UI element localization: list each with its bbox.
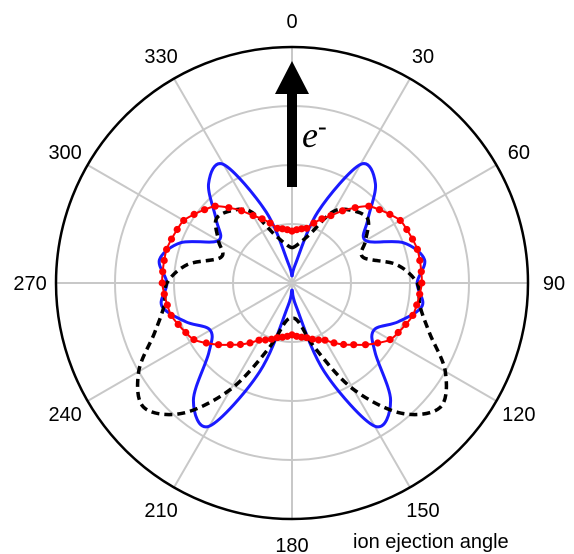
series-red-marker: [160, 290, 168, 298]
series-red-marker: [396, 216, 404, 225]
series-red-marker: [273, 334, 281, 342]
series-red-marker: [180, 216, 188, 225]
grid-spoke-120: [291, 282, 497, 402]
series-red-marker: [315, 336, 323, 344]
angle-tick-300: 300: [48, 142, 81, 164]
series-red-marker: [158, 279, 166, 287]
grid-spoke-210: [173, 282, 293, 488]
series-red-marker: [237, 207, 246, 215]
data-series: [135, 162, 449, 429]
series-red-marker: [409, 311, 417, 319]
series-red-marker: [408, 235, 417, 243]
series-red-marker: [327, 212, 335, 220]
angle-tick-90: 90: [543, 273, 565, 295]
series-red-marker: [225, 204, 233, 212]
series-red-marker: [361, 341, 370, 349]
series-red-marker: [226, 341, 234, 349]
series-red-marker: [416, 290, 424, 298]
series-red-marker: [190, 336, 198, 344]
series-red-marker: [283, 226, 291, 234]
series-red-marker: [236, 340, 244, 349]
series-red-marker: [190, 210, 198, 218]
grid-spoke-60: [291, 164, 497, 284]
series-red-marker: [365, 202, 373, 210]
series-red-marker: [201, 206, 209, 214]
angle-axis-title: ion ejection angle: [353, 531, 509, 553]
series-red-marker: [163, 301, 171, 309]
angle-tick-30: 30: [412, 46, 434, 68]
series-red-marker: [417, 268, 425, 276]
series-red-marker: [374, 339, 382, 347]
series-red-marker: [159, 268, 167, 276]
arrow-shaft: [287, 90, 297, 187]
series-red-marker: [249, 212, 257, 220]
grid-spoke-150: [291, 282, 411, 488]
series-red-marker: [310, 219, 318, 227]
series-red-marker: [266, 219, 274, 227]
series-red-marker: [182, 328, 190, 337]
series-red-marker: [261, 336, 269, 344]
angle-tick-270: 270: [13, 273, 46, 295]
series-red-marker: [321, 336, 329, 344]
series-red-marker: [246, 339, 254, 347]
series-red-marker: [394, 328, 402, 337]
grid-spoke-300: [87, 164, 293, 284]
angle-tick-60: 60: [508, 142, 530, 164]
angle-tick-180: 180: [275, 535, 308, 554]
series-red-marker: [375, 206, 383, 214]
electron-arrow: [275, 61, 309, 187]
series-red-marker: [303, 224, 311, 232]
arrow-head: [275, 61, 309, 94]
series-red-marker: [258, 215, 266, 223]
series-red-marker: [413, 301, 421, 309]
grid-spoke-330: [173, 78, 293, 284]
electron-label: e-: [302, 112, 327, 155]
series-red-marker: [167, 311, 175, 319]
series-red-marker: [211, 202, 219, 210]
series-red-marker: [214, 341, 223, 349]
angle-tick-330: 330: [144, 46, 177, 68]
series-red-marker: [318, 215, 326, 223]
series-red-marker: [418, 279, 426, 287]
series-red-marker: [330, 339, 338, 347]
series-red-marker: [308, 335, 316, 343]
series-red-marker: [351, 204, 359, 212]
series-red-marker: [163, 245, 171, 253]
series-red-marker: [173, 225, 181, 234]
outer-ring: [54, 45, 530, 521]
angle-tick-150: 150: [406, 500, 439, 522]
series-red-marker: [402, 320, 410, 328]
series-red-marker: [202, 339, 210, 347]
series-red-marker: [386, 336, 394, 344]
series-red-marker: [340, 340, 348, 349]
series-red-marker: [255, 336, 263, 344]
angle-tick-210: 210: [144, 500, 177, 522]
series-black-dashed-line: [135, 207, 449, 417]
series-red-marker: [386, 210, 394, 218]
series-red-marker: [403, 225, 411, 234]
series-red-marker: [416, 256, 424, 265]
series-red-marker: [413, 245, 421, 253]
angle-tick-120: 120: [502, 404, 535, 426]
series-red-marker: [268, 335, 276, 343]
grid-spoke-240: [87, 282, 293, 402]
grid-spoke-30: [291, 78, 411, 284]
series-red-marker: [350, 341, 358, 349]
series-red-marker: [174, 320, 182, 328]
series-red-marker: [338, 207, 347, 215]
angle-tick-labels: 0 30 60 90 120 150 180 210 240 270 300 330: [13, 11, 565, 554]
outer-circle: [54, 45, 530, 521]
series-red-marker: [167, 235, 176, 243]
angle-tick-240: 240: [48, 404, 81, 426]
angle-tick-0: 0: [286, 11, 297, 33]
series-red-marker: [160, 256, 168, 265]
